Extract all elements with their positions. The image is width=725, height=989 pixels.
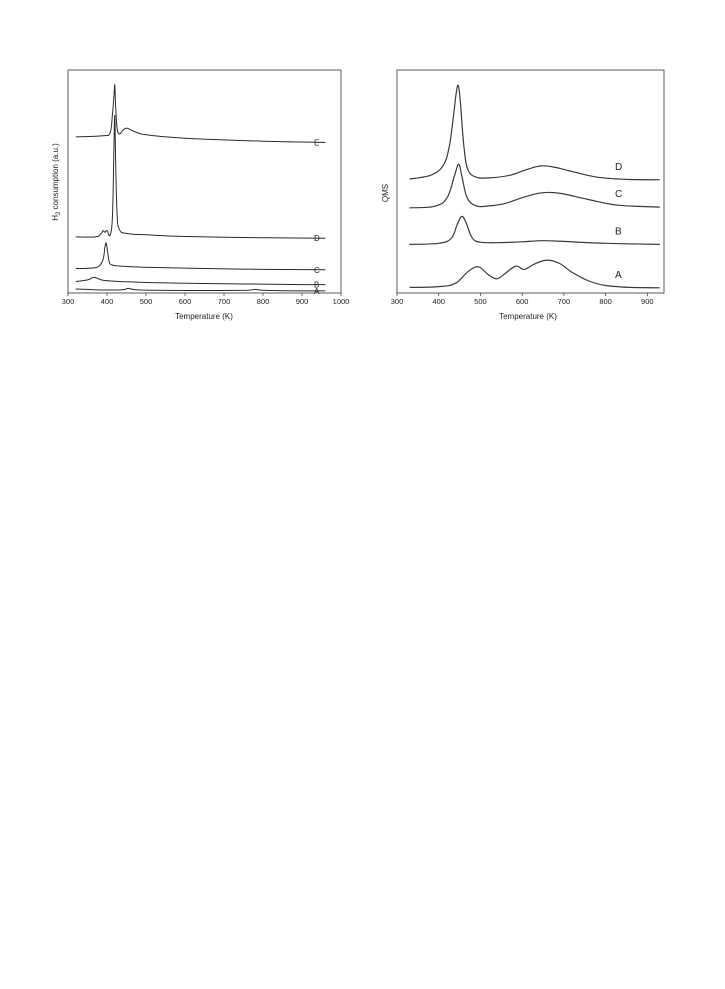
series-line-c — [409, 163, 660, 209]
series-line-a — [75, 287, 326, 292]
x-tick-label: 700 — [218, 297, 231, 306]
series-label-d: D — [615, 162, 622, 173]
series-line-b — [75, 276, 326, 286]
series-label-d: D — [314, 234, 320, 243]
y-axis-label-left-subscript: 2 — [56, 211, 62, 215]
series-label-e: E — [314, 138, 319, 147]
x-tick-label: 300 — [62, 297, 75, 306]
series-label-b: B — [314, 281, 319, 290]
plot-frame-left — [67, 69, 342, 294]
series-line-b — [409, 215, 660, 245]
series-label-b: B — [615, 226, 622, 237]
x-tick-label: 500 — [140, 297, 153, 306]
x-tick-label: 400 — [432, 297, 445, 306]
qms-chart: 300 400 500 600 700 800 900 A B C D Temperature (… — [381, 69, 665, 321]
x-tick-label: 600 — [516, 297, 529, 306]
x-tick-label: 900 — [296, 297, 309, 306]
series-label-a: A — [314, 287, 320, 296]
x-axis-label-left: Temperature (K) — [175, 312, 233, 321]
series-line-a — [409, 259, 660, 289]
series-label-c: C — [314, 266, 320, 275]
y-axis-label-left-rest: consumption (a.u.) — [51, 143, 60, 212]
y-axis-label-right: QMS — [381, 184, 390, 202]
series-label-a: A — [615, 270, 622, 281]
x-tick-label: 400 — [101, 297, 114, 306]
x-tick-label: 600 — [179, 297, 192, 306]
x-tick-label: 300 — [391, 297, 404, 306]
series-label-c: C — [615, 189, 622, 200]
series-line-c — [75, 242, 326, 271]
x-tick-label: 500 — [474, 297, 487, 306]
x-tick-label: 800 — [257, 297, 270, 306]
series-line-e — [75, 84, 326, 143]
y-axis-label-left: H2 consumption (a.u.) — [51, 143, 62, 221]
series-line-d — [409, 84, 660, 181]
plot-frame-right — [396, 69, 665, 294]
x-tick-label: 900 — [641, 297, 654, 306]
x-tick-label: 1000 — [333, 297, 350, 306]
x-axis-label-right: Temperature (K) — [499, 312, 557, 321]
x-tick-label: 800 — [599, 297, 612, 306]
x-tick-label: 700 — [558, 297, 571, 306]
series-line-d — [75, 114, 326, 239]
h2-consumption-chart: 300 400 500 600 700 800 900 1000 ABC D E Temperat… — [51, 69, 350, 321]
